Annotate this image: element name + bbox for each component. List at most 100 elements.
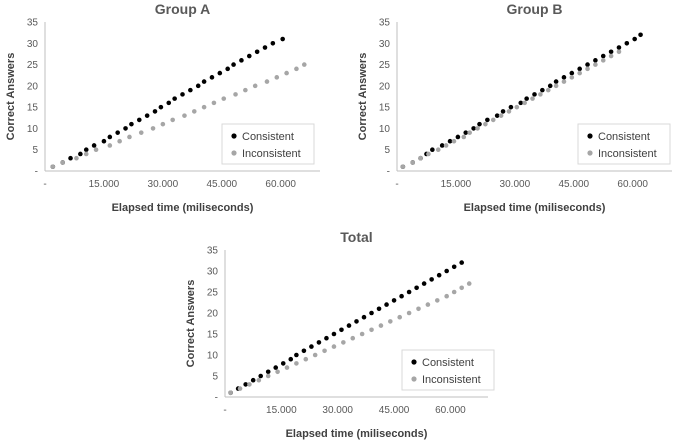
data-point — [359, 331, 365, 337]
data-point — [376, 306, 382, 312]
y-tick-label: 15 — [207, 330, 219, 341]
data-point — [624, 40, 630, 46]
data-point — [538, 92, 543, 97]
data-point — [483, 121, 488, 127]
data-point — [508, 104, 514, 110]
legend-box — [401, 349, 495, 391]
x-axis-label: Elapsed time (miliseconds) — [464, 202, 606, 214]
data-point — [451, 138, 457, 144]
legend-label: Inconsistent — [242, 148, 301, 160]
y-tick-label: 20 — [27, 81, 39, 92]
y-tick-label: 5 — [32, 145, 38, 156]
series-inconsistent — [400, 49, 622, 170]
data-point — [577, 66, 582, 72]
data-point — [288, 356, 294, 362]
data-point — [435, 147, 441, 153]
data-point — [451, 264, 457, 270]
x-tick-label: 45.000 — [379, 405, 410, 416]
data-point — [170, 117, 175, 123]
data-point — [378, 323, 384, 328]
data-point — [569, 70, 575, 76]
y-tick-label: 25 — [379, 60, 391, 71]
series-inconsistent — [50, 62, 307, 170]
data-point — [225, 66, 230, 72]
x-tick-label: 30.000 — [500, 179, 531, 190]
legend: Consistent Inconsistent — [221, 123, 315, 165]
data-point — [107, 134, 113, 140]
data-point — [430, 147, 435, 153]
data-point — [616, 45, 622, 50]
data-point — [217, 70, 223, 76]
data-point — [83, 151, 89, 157]
data-point — [399, 293, 404, 299]
x-tick-label: 45.000 — [558, 179, 589, 190]
data-point — [172, 96, 177, 101]
data-point — [406, 310, 412, 316]
x-axis-label: Elapsed time (miliseconds) — [112, 202, 254, 214]
data-point — [561, 75, 567, 80]
data-point — [294, 361, 299, 366]
data-point — [463, 130, 469, 135]
x-tick-label: 45.000 — [206, 179, 237, 190]
data-point — [152, 109, 158, 114]
data-point — [301, 348, 307, 354]
data-point — [447, 138, 453, 144]
data-point — [444, 268, 449, 274]
data-point — [638, 32, 643, 38]
data-point — [530, 96, 535, 101]
data-point — [195, 83, 201, 89]
y-tick-label: 20 — [379, 81, 391, 92]
legend-marker — [231, 150, 237, 156]
x-axis-label: Elapsed time (miliseconds) — [286, 428, 428, 440]
data-point — [101, 138, 107, 144]
data-point — [410, 160, 416, 165]
legend: Consistent Inconsistent — [401, 349, 495, 391]
data-point — [256, 377, 262, 383]
data-point — [514, 104, 520, 110]
x-tick-label: 60.000 — [617, 179, 648, 190]
data-point — [506, 109, 512, 114]
data-point — [414, 285, 419, 291]
data-point — [585, 66, 590, 72]
data-point — [585, 62, 590, 67]
data-point — [270, 40, 276, 46]
data-point — [115, 130, 120, 135]
data-point — [477, 121, 482, 127]
data-point — [83, 147, 89, 153]
data-point — [150, 126, 156, 131]
data-point — [138, 130, 144, 135]
legend-label: Inconsistent — [422, 374, 481, 386]
data-point — [301, 62, 307, 67]
data-point — [540, 87, 545, 93]
data-point — [593, 62, 598, 67]
data-point — [50, 164, 56, 170]
x-tick-label: 30.000 — [148, 179, 179, 190]
data-point — [455, 134, 461, 140]
data-point — [237, 386, 243, 391]
data-point — [180, 92, 185, 97]
data-point — [553, 79, 559, 84]
data-point — [459, 260, 465, 265]
y-tick-label: 15 — [27, 103, 39, 114]
data-point — [228, 390, 233, 396]
y-tick-label: 35 — [207, 246, 219, 257]
data-point — [361, 314, 367, 320]
data-point — [426, 151, 431, 157]
data-point — [201, 79, 207, 84]
series-consistent — [228, 260, 465, 396]
data-point — [421, 281, 427, 286]
data-point — [284, 70, 289, 76]
y-tick-label: 20 — [207, 309, 219, 320]
data-point — [78, 151, 83, 157]
data-point — [532, 92, 537, 97]
data-point — [273, 365, 279, 370]
data-point — [262, 45, 268, 50]
data-point — [322, 348, 327, 354]
legend-marker — [587, 133, 593, 139]
data-point — [600, 53, 606, 59]
data-point — [221, 96, 227, 101]
data-point — [498, 113, 504, 118]
data-point — [418, 155, 423, 161]
data-point — [280, 36, 285, 42]
